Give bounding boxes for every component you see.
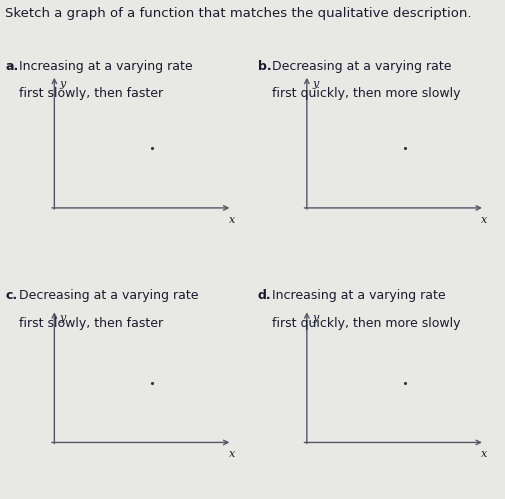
Text: first quickly, then more slowly: first quickly, then more slowly	[272, 317, 460, 330]
Text: Decreasing at a varying rate: Decreasing at a varying rate	[19, 289, 198, 302]
Text: Decreasing at a varying rate: Decreasing at a varying rate	[272, 60, 451, 73]
Text: Sketch a graph of a function that matches the qualitative description.: Sketch a graph of a function that matche…	[5, 7, 472, 20]
Text: x: x	[229, 215, 235, 225]
Text: y: y	[60, 79, 66, 89]
Text: a.: a.	[5, 60, 18, 73]
Text: first quickly, then more slowly: first quickly, then more slowly	[272, 87, 460, 100]
Text: y: y	[312, 79, 319, 89]
Text: y: y	[60, 313, 66, 323]
Text: Increasing at a varying rate: Increasing at a varying rate	[19, 60, 193, 73]
Text: x: x	[481, 449, 487, 459]
Text: y: y	[312, 313, 319, 323]
Text: d.: d.	[258, 289, 271, 302]
Text: first slowly, then faster: first slowly, then faster	[19, 317, 163, 330]
Text: c.: c.	[5, 289, 17, 302]
Text: x: x	[481, 215, 487, 225]
Text: b.: b.	[258, 60, 271, 73]
Text: Increasing at a varying rate: Increasing at a varying rate	[272, 289, 445, 302]
Text: x: x	[229, 449, 235, 459]
Text: first slowly, then faster: first slowly, then faster	[19, 87, 163, 100]
